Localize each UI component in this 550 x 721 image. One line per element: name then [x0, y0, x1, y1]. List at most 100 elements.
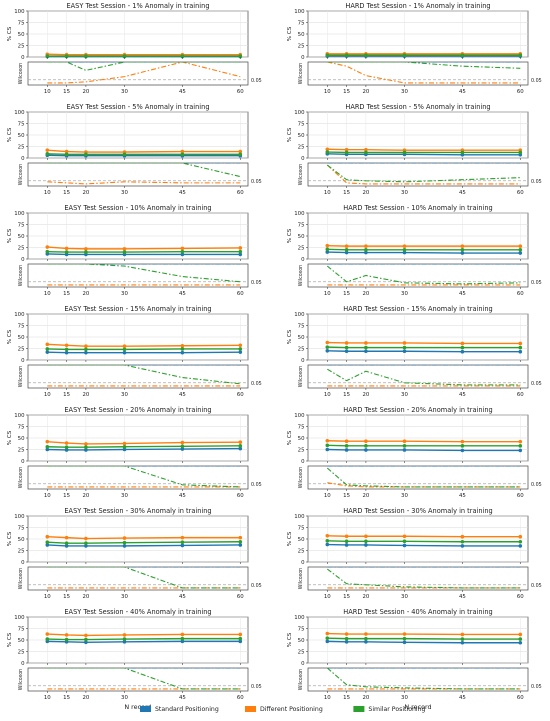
data-point [518, 534, 523, 539]
x-tick-label: 60 [237, 695, 244, 701]
data-point [238, 246, 243, 250]
y-axis-label: % CS [287, 329, 293, 344]
x-tick-label: 30 [121, 190, 128, 196]
threshold-label: 0.05 [531, 583, 542, 589]
data-point [180, 639, 185, 644]
series-line [327, 448, 521, 452]
data-point [460, 341, 465, 346]
series-line [327, 350, 521, 353]
data-point [180, 246, 185, 251]
data-point [122, 640, 127, 644]
x-tick-label: 45 [459, 291, 466, 297]
x-tick-label: 15 [63, 190, 70, 196]
data-point [84, 541, 88, 545]
data-point [64, 246, 69, 251]
data-point [64, 637, 69, 642]
data-point [180, 444, 185, 449]
data-point [325, 631, 330, 636]
data-point [460, 150, 465, 155]
wilcoxon-line [47, 62, 241, 71]
x-tick-label: 60 [517, 493, 524, 499]
x-tick-label: 30 [401, 190, 408, 196]
x-tick-label: 20 [362, 190, 369, 196]
y-tick-label: 75 [18, 627, 25, 633]
data-point [238, 343, 243, 348]
x-tick-label: 20 [82, 190, 89, 196]
data-point [344, 147, 349, 152]
x-tick-label: 15 [63, 89, 70, 95]
data-point [460, 53, 465, 57]
data-point [518, 637, 523, 641]
y-tick-label: 100 [14, 413, 25, 419]
x-tick-label: 30 [401, 89, 408, 95]
wilcoxon-series-group [326, 567, 521, 589]
data-point [238, 149, 243, 154]
x-tick-label: 10 [324, 89, 331, 95]
chart-panel: HARD Test Session - 10% Anomaly in train… [287, 204, 542, 297]
y-tick-label: 25 [18, 448, 25, 454]
data-point [364, 632, 368, 636]
threshold-label: 0.05 [251, 280, 262, 286]
data-point [238, 535, 243, 540]
threshold-label: 0.05 [251, 583, 262, 589]
y-tick-label: 25 [18, 347, 25, 353]
data-point [325, 349, 330, 353]
y-tick-label: 0 [21, 55, 25, 61]
y-tick-label: 50 [18, 133, 25, 139]
data-point [180, 535, 185, 540]
data-point [180, 540, 185, 545]
data-point [518, 345, 523, 350]
x-tick-label: 45 [179, 291, 186, 297]
data-point [84, 448, 88, 452]
wilcoxon-line [47, 264, 241, 283]
data-point [238, 54, 243, 58]
chart-panel: EASY Test Session - 40% Anomaly in train… [7, 608, 262, 701]
data-point [325, 147, 330, 152]
x-tick-label: 45 [459, 392, 466, 398]
x-tick-label: 60 [237, 190, 244, 196]
wilcoxon-plot-area [307, 566, 529, 591]
y-tick-label: 0 [301, 661, 305, 667]
chart-title: EASY Test Session - 30% Anomaly in train… [64, 507, 211, 515]
wilcoxon-axis-label: Wilcoxon [18, 366, 24, 387]
data-point [45, 148, 50, 152]
y-tick-label: 25 [18, 44, 25, 50]
data-point [238, 249, 243, 254]
wilcoxon-series-group [47, 365, 241, 387]
x-tick-label: 60 [517, 190, 524, 196]
data-point [45, 249, 50, 254]
data-point [64, 149, 69, 154]
y-tick-label: 0 [301, 459, 305, 465]
x-tick-label: 20 [82, 695, 89, 701]
series-line [47, 536, 241, 540]
data-point [402, 150, 407, 155]
data-point [180, 440, 185, 445]
y-tick-label: 100 [294, 615, 305, 621]
y-tick-label: 75 [18, 324, 25, 330]
y-tick-label: 25 [18, 246, 25, 252]
data-point [45, 444, 50, 449]
data-point [84, 442, 88, 446]
y-tick-label: 25 [298, 347, 305, 353]
wilcoxon-line [326, 568, 521, 589]
data-point [45, 152, 50, 156]
wilcoxon-line [326, 265, 521, 285]
data-point [64, 441, 69, 445]
threshold-label: 0.05 [251, 684, 262, 690]
data-point [402, 349, 407, 354]
x-tick-label: 15 [63, 291, 70, 297]
data-point [238, 639, 243, 644]
x-tick-label: 15 [343, 695, 350, 701]
y-tick-label: 25 [18, 145, 25, 151]
wilcoxon-plot-area [307, 263, 529, 288]
data-point [45, 54, 50, 58]
data-point [122, 544, 127, 548]
x-tick-label: 45 [459, 695, 466, 701]
x-tick-label: 15 [343, 392, 350, 398]
y-axis-label: % CS [287, 228, 293, 243]
wilcoxon-plot-area [27, 667, 249, 692]
series-line [47, 440, 241, 445]
threshold-label: 0.05 [531, 280, 542, 286]
y-tick-label: 0 [301, 358, 305, 364]
wilcoxon-plot-area [307, 465, 529, 490]
